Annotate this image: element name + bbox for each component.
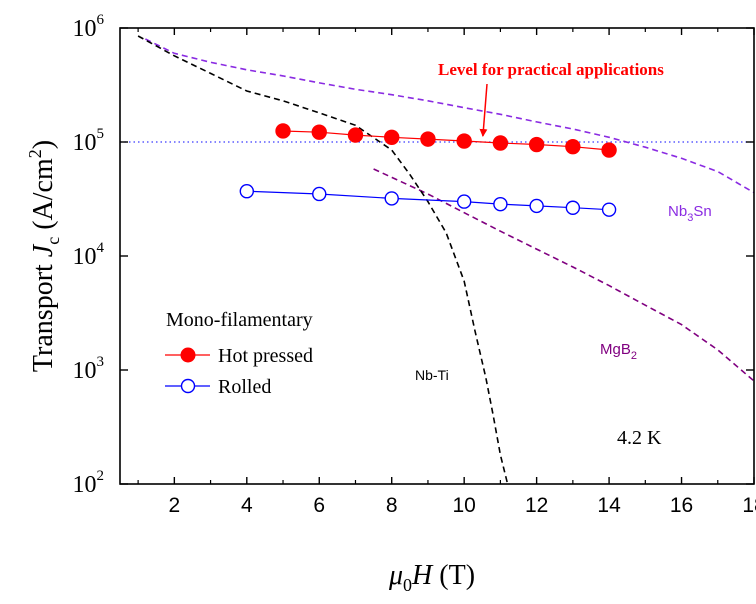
x-tick-label: 4 [241,494,253,517]
mgb2-curve [373,168,754,382]
rolled-line [246,190,610,211]
x-axis-label: μ0H (T) [388,560,475,595]
legend-item-hot-pressed: Hot pressed [165,345,313,367]
legend-marker-rolled [180,378,196,394]
hot-pressed-point [275,123,291,139]
hot-pressed-point [456,133,472,149]
legend-title: Mono-filamentary [166,309,313,331]
y-tick-label: 105 [73,126,105,156]
x-tick-label: 8 [386,494,398,517]
x-tick-label: 18 [742,494,756,517]
hot-pressed-point [528,136,545,153]
x-tick-label: 14 [597,494,621,517]
y-tick-label: 106 [73,12,105,42]
x-tick-label: 2 [168,494,180,517]
hot-pressed-point [384,129,400,145]
nb3sn-label: Nb3Sn [668,203,712,224]
rolled-point [239,184,255,199]
hot-pressed-point [420,131,436,147]
rolled-point [565,200,581,215]
hot-pressed-point [492,135,509,151]
hot-pressed-point [601,142,617,158]
rolled-point [601,202,617,217]
rolled-point [529,198,544,214]
practical-level-annotation: Level for practical applications [438,60,664,79]
practical-level-arrow [479,83,488,137]
rolled-point [312,186,327,202]
nbti-curve [137,35,509,484]
x-tick-label: 10 [452,494,475,517]
y-axis-label: Transport Jc (A/cm2) [25,140,63,372]
x-tick-label: 12 [525,494,548,517]
reference-curves-group [137,35,754,484]
rolled-point [456,194,472,209]
hot-pressed-point [311,124,327,140]
rolled-point [493,196,508,212]
mgb2-label: MgB2 [600,341,637,362]
y-axis-ticks: 102 103 104 105 106 [73,12,754,498]
hot-pressed-line [282,130,610,151]
y-tick-label: 103 [73,354,105,384]
x-tick-label: 16 [670,494,693,517]
temperature-annotation: 4.2 K [617,427,662,449]
legend-label-rolled: Rolled [218,376,271,398]
data-series-group [239,123,617,217]
nb3sn-curve [145,38,754,194]
rolled-point [384,191,399,206]
hot-pressed-point [565,138,581,155]
nbti-label: Nb-Ti [415,367,449,383]
legend-marker-hot-pressed [180,347,196,363]
legend: Mono-filamentary Hot pressed Rolled [165,309,313,398]
y-tick-label: 102 [73,468,105,498]
plot-frame [119,27,755,485]
x-axis-ticks: 2 4 6 8 10 12 14 16 18 [137,28,756,517]
legend-item-rolled: Rolled [165,376,271,398]
hot-pressed-point [347,127,364,143]
legend-label-hot-pressed: Hot pressed [218,345,313,367]
x-tick-label: 6 [313,494,325,517]
y-tick-label: 104 [73,240,105,270]
